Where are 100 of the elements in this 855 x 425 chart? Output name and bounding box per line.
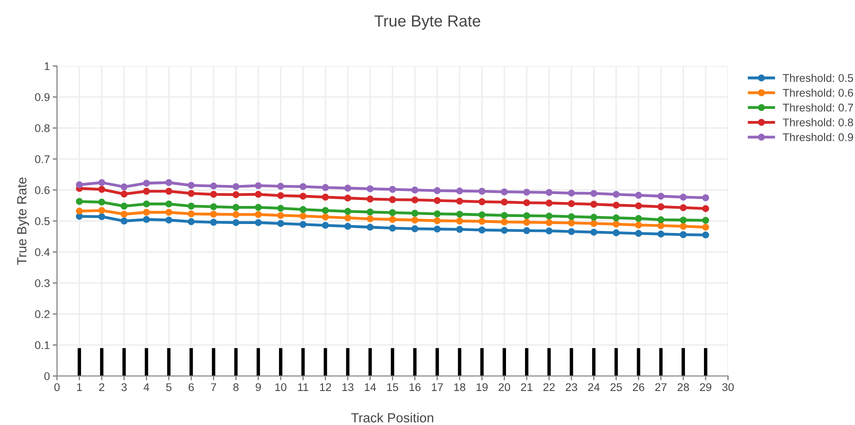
point	[188, 218, 195, 226]
point	[657, 192, 664, 200]
x-tick-label: 26	[632, 383, 644, 392]
point	[389, 224, 396, 232]
point	[434, 217, 441, 224]
x-tick-label: 14	[364, 383, 376, 391]
point	[612, 190, 620, 198]
point	[635, 192, 642, 199]
y-tick-label: 0.4	[35, 248, 50, 256]
point	[411, 186, 418, 194]
y-tick-label: 0.7	[35, 155, 50, 164]
point	[546, 212, 553, 220]
point	[232, 191, 240, 198]
point	[322, 184, 329, 191]
point	[411, 196, 418, 204]
point	[300, 220, 307, 228]
point	[523, 227, 530, 234]
point	[254, 182, 262, 190]
point	[210, 182, 218, 190]
point	[188, 182, 195, 189]
point	[142, 188, 150, 195]
point	[322, 222, 329, 229]
x-tick-label: 23	[566, 383, 578, 392]
point	[523, 218, 530, 226]
x-axis-title: Track Position	[351, 412, 434, 422]
point	[188, 202, 195, 210]
point	[120, 210, 128, 218]
x-tick-label: 21	[521, 383, 532, 391]
point	[702, 205, 710, 212]
point	[210, 218, 218, 226]
point	[657, 216, 664, 224]
point	[635, 222, 642, 229]
point	[568, 213, 575, 220]
point	[523, 212, 530, 220]
point	[456, 198, 464, 205]
point	[142, 216, 150, 223]
point	[702, 216, 710, 224]
point	[98, 213, 106, 220]
point	[344, 194, 352, 202]
point	[366, 215, 374, 222]
y-tick-label: 0.1	[35, 341, 50, 350]
point	[366, 224, 374, 231]
point	[657, 203, 664, 210]
x-tick-label: 18	[454, 383, 466, 392]
point	[254, 211, 262, 218]
point	[300, 192, 307, 200]
x-tick-label: 2	[99, 383, 104, 391]
x-tick-label: 15	[387, 383, 398, 392]
x-tick-label: 22	[543, 383, 555, 391]
x-tick-label: 13	[342, 383, 354, 392]
point	[389, 209, 396, 216]
point	[210, 190, 218, 198]
point	[546, 200, 553, 206]
point	[188, 190, 195, 197]
legend-label: Threshold: 0.7	[782, 103, 853, 112]
point	[120, 183, 128, 190]
point	[680, 216, 687, 224]
x-tick-label: 17	[432, 383, 443, 391]
point	[500, 218, 508, 226]
point	[98, 186, 106, 193]
point	[165, 188, 172, 195]
point	[500, 226, 508, 234]
point	[188, 210, 195, 218]
point	[590, 228, 598, 236]
point	[478, 226, 486, 234]
point	[680, 194, 687, 201]
point	[142, 200, 150, 208]
point	[590, 190, 598, 197]
point	[165, 216, 172, 224]
point	[322, 213, 329, 220]
point	[120, 218, 128, 224]
point	[500, 212, 508, 219]
y-tick-label: 0	[44, 372, 50, 380]
x-tick-label: 16	[410, 383, 421, 392]
point	[344, 184, 352, 192]
x-tick-label: 7	[211, 383, 216, 391]
point	[366, 196, 374, 202]
point	[254, 190, 262, 198]
point	[120, 202, 128, 210]
point	[344, 222, 352, 230]
point	[500, 198, 508, 206]
y-tick-label: 0.3	[35, 279, 50, 288]
point	[590, 214, 598, 221]
point	[165, 179, 172, 186]
point	[411, 225, 418, 232]
point	[702, 224, 710, 231]
point	[500, 188, 508, 196]
point	[635, 230, 642, 237]
point	[300, 183, 307, 190]
legend-label: Threshold: 0.5	[782, 74, 854, 82]
point	[165, 208, 172, 216]
point	[389, 196, 396, 204]
x-tick-label: 11	[298, 383, 308, 391]
x-tick-label: 10	[275, 383, 286, 392]
y-axis-title: True Byte Rate	[17, 177, 30, 265]
point	[277, 220, 284, 227]
x-tick-label: 9	[256, 383, 261, 392]
point	[76, 208, 83, 215]
point	[680, 231, 687, 238]
x-tick-label: 20	[498, 383, 510, 392]
